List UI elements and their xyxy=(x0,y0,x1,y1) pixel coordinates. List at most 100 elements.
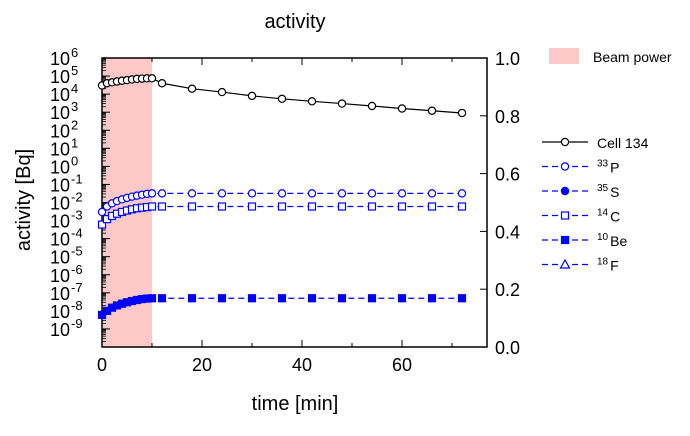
legend-label: 35 S xyxy=(597,183,619,200)
data-point xyxy=(367,101,377,111)
data-point xyxy=(427,189,437,198)
y-tick-exponent: 6 xyxy=(71,45,78,60)
y-axis-label: activity [Bq] xyxy=(13,149,35,251)
legend-beam-swatch xyxy=(549,48,579,64)
y2-tick-label: 0.6 xyxy=(495,165,520,185)
data-point xyxy=(337,189,347,198)
data-point xyxy=(147,294,157,303)
y-tick-label: 10 xyxy=(50,266,70,286)
data-point xyxy=(217,87,227,97)
legend-label: 18 F xyxy=(597,257,619,274)
y-tick-label: 10 xyxy=(50,194,70,214)
chart-title: activity xyxy=(264,11,325,33)
legend-label: Cell 134 xyxy=(597,135,649,151)
y-tick-label: 10 xyxy=(50,139,70,159)
legend-marker xyxy=(559,258,571,269)
y2-tick-label: 0.8 xyxy=(495,107,520,127)
data-point xyxy=(217,294,227,303)
y-tick-label: 10 xyxy=(50,212,70,232)
y-tick-exponent: 5 xyxy=(71,63,78,78)
data-point xyxy=(337,99,347,108)
data-point xyxy=(277,294,287,303)
legend-beam-label: Beam power xyxy=(593,49,672,65)
legend-marker xyxy=(560,211,570,220)
y-tick-label: 10 xyxy=(50,248,70,268)
y-tick-exponent: -4 xyxy=(71,226,83,241)
y-tick-label: 10 xyxy=(50,103,70,123)
legend-label: 10 Be xyxy=(597,232,627,249)
data-point xyxy=(427,294,437,303)
y2-tick-label: 0.4 xyxy=(495,222,520,242)
data-point xyxy=(337,202,347,211)
data-point xyxy=(427,106,437,115)
legend: Beam power Cell 134 33 P 35 S 14 C 10 Be 18 F xyxy=(542,48,672,274)
data-point xyxy=(217,189,227,198)
data-point xyxy=(157,189,167,198)
data-point xyxy=(367,294,377,303)
data-point xyxy=(367,202,377,211)
data-point xyxy=(337,294,347,303)
data-point xyxy=(157,294,167,303)
data-point xyxy=(277,189,287,198)
data-point xyxy=(247,189,257,198)
data-point xyxy=(307,294,317,303)
data-point xyxy=(307,202,317,211)
y-tick-exponent: -1 xyxy=(71,171,83,186)
data-point xyxy=(397,189,407,198)
data-point xyxy=(187,202,197,211)
y-tick-exponent: -6 xyxy=(71,262,83,277)
y-tick-exponent: -2 xyxy=(71,190,83,205)
data-point xyxy=(247,91,257,101)
y-tick-label: 10 xyxy=(50,85,70,105)
data-point xyxy=(217,202,227,211)
y-tick-label: 10 xyxy=(50,302,70,322)
y2-tick-label: 0.0 xyxy=(495,338,520,358)
x-tick-label: 60 xyxy=(392,355,412,375)
y2-tick-label: 1.0 xyxy=(495,49,520,69)
x-tick-label: 0 xyxy=(97,355,107,375)
y-tick-label: 10 xyxy=(50,67,70,87)
y-tick-label: 10 xyxy=(50,175,70,195)
data-point xyxy=(147,202,157,211)
legend-label: 14 C xyxy=(597,208,620,225)
y-tick-label: 10 xyxy=(50,121,70,141)
data-point xyxy=(397,294,407,303)
y-tick-exponent: 2 xyxy=(71,117,78,132)
data-point xyxy=(427,202,437,211)
legend-marker xyxy=(560,235,570,245)
y-tick-exponent: -3 xyxy=(71,208,83,223)
data-point xyxy=(397,202,407,211)
data-point xyxy=(247,202,257,211)
legend-marker xyxy=(560,186,570,196)
y-tick-exponent: 0 xyxy=(71,153,78,168)
y-tick-exponent: -8 xyxy=(71,298,83,313)
data-point xyxy=(187,189,197,198)
data-point xyxy=(457,189,467,198)
data-point xyxy=(397,104,407,113)
y-tick-exponent: -7 xyxy=(71,280,83,295)
y-tick-label: 10 xyxy=(50,49,70,69)
data-point xyxy=(147,74,157,83)
data-point xyxy=(457,202,467,211)
data-point xyxy=(97,207,107,217)
data-point xyxy=(307,97,317,106)
y-tick-label: 10 xyxy=(50,157,70,177)
x-tick-label: 40 xyxy=(292,355,312,375)
data-point xyxy=(367,189,377,198)
x-tick-label: 20 xyxy=(192,355,212,375)
y-tick-label: 10 xyxy=(50,230,70,250)
y-tick-label: 10 xyxy=(50,320,70,340)
data-point xyxy=(307,189,317,198)
data-point xyxy=(457,294,467,303)
y2-tick-label: 0.2 xyxy=(495,280,520,300)
legend-marker xyxy=(560,137,570,147)
data-point xyxy=(457,108,467,118)
data-point xyxy=(147,189,157,198)
y-tick-exponent: -9 xyxy=(71,316,83,331)
data-point xyxy=(277,94,287,104)
data-point xyxy=(187,84,197,93)
y-tick-label: 10 xyxy=(50,284,70,304)
data-point xyxy=(97,220,107,229)
